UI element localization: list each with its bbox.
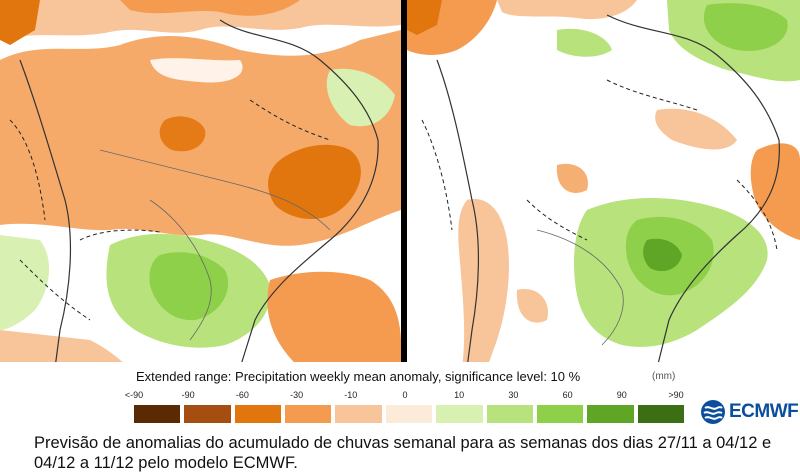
forecast-maps [0,0,800,368]
legend-swatches [134,405,684,423]
legend-tick: 30 [508,390,519,400]
legend-tick: >90 [668,390,684,400]
legend-swatch [335,405,382,423]
legend-tick: -10 [344,390,358,400]
anomaly-map-week-2 [407,0,800,368]
legend-tick: -30 [290,390,304,400]
legend-swatch [436,405,483,423]
legend-tick: -60 [235,390,249,400]
ecmwf-logo-text: ECMWF [729,401,799,422]
legend-swatch [285,405,332,423]
legend-tick: 10 [454,390,465,400]
legend-tick: -90 [181,390,195,400]
legend-tick: <-90 [124,390,144,400]
map-week-2 [407,0,800,368]
legend-title: Extended range: Precipitation weekly mea… [136,369,581,384]
legend-swatch [587,405,634,423]
caption-box: Previsão de anomalias do acumulado de ch… [0,430,800,472]
legend-tick: 90 [616,390,627,400]
legend-swatch [385,405,433,423]
legend-unit: (mm) [652,371,676,382]
legend-swatch [637,405,684,423]
legend-swatch [536,405,584,423]
legend-swatch [486,405,533,423]
caption-text: Previsão de anomalias do acumulado de ch… [34,434,772,472]
legend-ticks: <-90 -90 -60 -30 -10 0 10 30 60 90 >90 [120,390,690,404]
anomaly-map-week-1 [0,0,401,368]
ecmwf-logo: ECMWF [700,396,800,428]
legend-swatch [234,405,282,423]
legend-tick: 0 [402,390,408,400]
map-week-1 [0,0,401,368]
ecmwf-logo-icon [701,400,725,424]
legend-swatch [184,405,231,423]
legend-tick: 60 [562,390,573,400]
legend-swatch [134,405,181,423]
map-divider [401,0,407,368]
